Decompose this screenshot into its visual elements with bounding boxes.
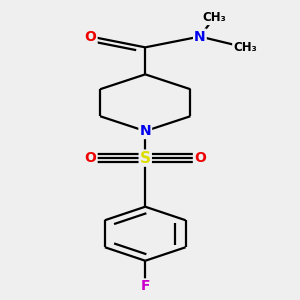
- Text: CH₃: CH₃: [233, 41, 257, 54]
- Text: O: O: [194, 151, 206, 165]
- Text: N: N: [140, 124, 151, 138]
- Text: S: S: [140, 151, 151, 166]
- Text: N: N: [194, 29, 206, 44]
- Text: CH₃: CH₃: [202, 11, 226, 24]
- Text: O: O: [85, 29, 97, 44]
- Text: O: O: [85, 151, 97, 165]
- Text: F: F: [140, 279, 150, 293]
